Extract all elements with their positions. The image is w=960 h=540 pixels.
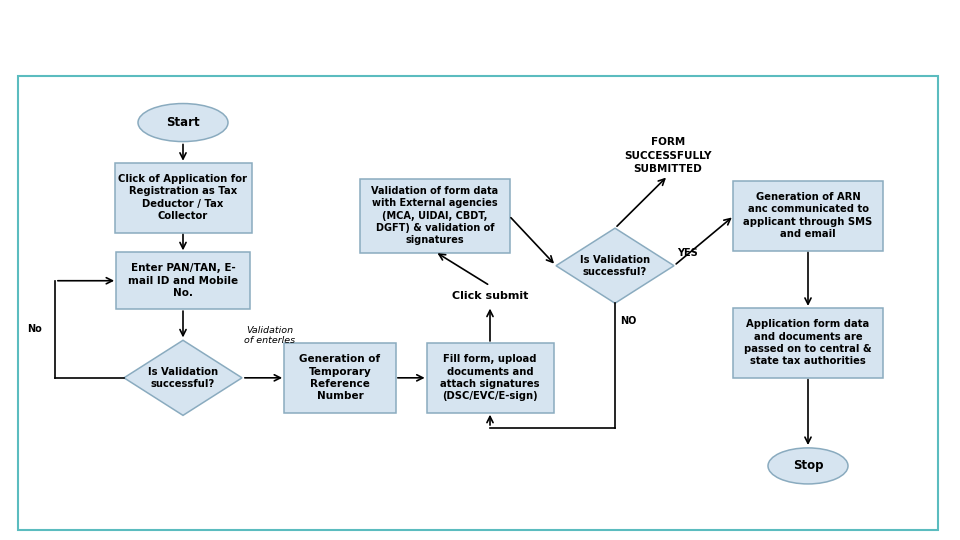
Text: Enter PAN/TAN, E-
mail ID and Mobile
No.: Enter PAN/TAN, E- mail ID and Mobile No. [128,264,238,298]
Polygon shape [124,340,242,415]
Polygon shape [556,228,674,303]
Text: FORM
SUCCESSFULLY
SUBMITTED: FORM SUCCESSFULLY SUBMITTED [624,137,711,174]
FancyBboxPatch shape [284,343,396,413]
Text: Stop: Stop [793,460,824,472]
Text: No: No [27,325,42,334]
Text: Start: Start [166,116,200,129]
Text: Fill form, upload
documents and
attach signatures
(DSC/EVC/E-sign): Fill form, upload documents and attach s… [441,354,540,401]
FancyBboxPatch shape [116,252,250,309]
Text: Application form data
and documents are
passed on to central &
state tax authori: Application form data and documents are … [744,319,872,367]
Text: Click of Application for
Registration as Tax
Deductor / Tax
Collector: Click of Application for Registration as… [118,174,248,221]
FancyBboxPatch shape [360,179,510,253]
Text: Click submit: Click submit [452,291,528,301]
FancyBboxPatch shape [426,343,554,413]
Ellipse shape [138,104,228,141]
Ellipse shape [768,448,848,484]
Text: Validation
of enterles: Validation of enterles [245,326,296,346]
Text: Generation of
Temporary
Reference
Number: Generation of Temporary Reference Number [300,354,380,401]
FancyBboxPatch shape [18,76,938,530]
Text: Is Validation
successful?: Is Validation successful? [148,367,218,389]
Text: Generation of ARN
anc communicated to
applicant through SMS
and email: Generation of ARN anc communicated to ap… [743,192,873,239]
FancyBboxPatch shape [733,180,883,251]
Text: Validation of form data
with External agencies
(MCA, UIDAI, CBDT,
DGFT) & valida: Validation of form data with External ag… [372,186,498,246]
Text: NO: NO [620,316,636,326]
Text: YES: YES [677,248,698,258]
FancyBboxPatch shape [733,308,883,378]
Text: Is Validation
successful?: Is Validation successful? [580,254,650,277]
FancyBboxPatch shape [114,163,252,233]
Text: TDS Registration process flow: TDS Registration process flow [292,26,668,48]
